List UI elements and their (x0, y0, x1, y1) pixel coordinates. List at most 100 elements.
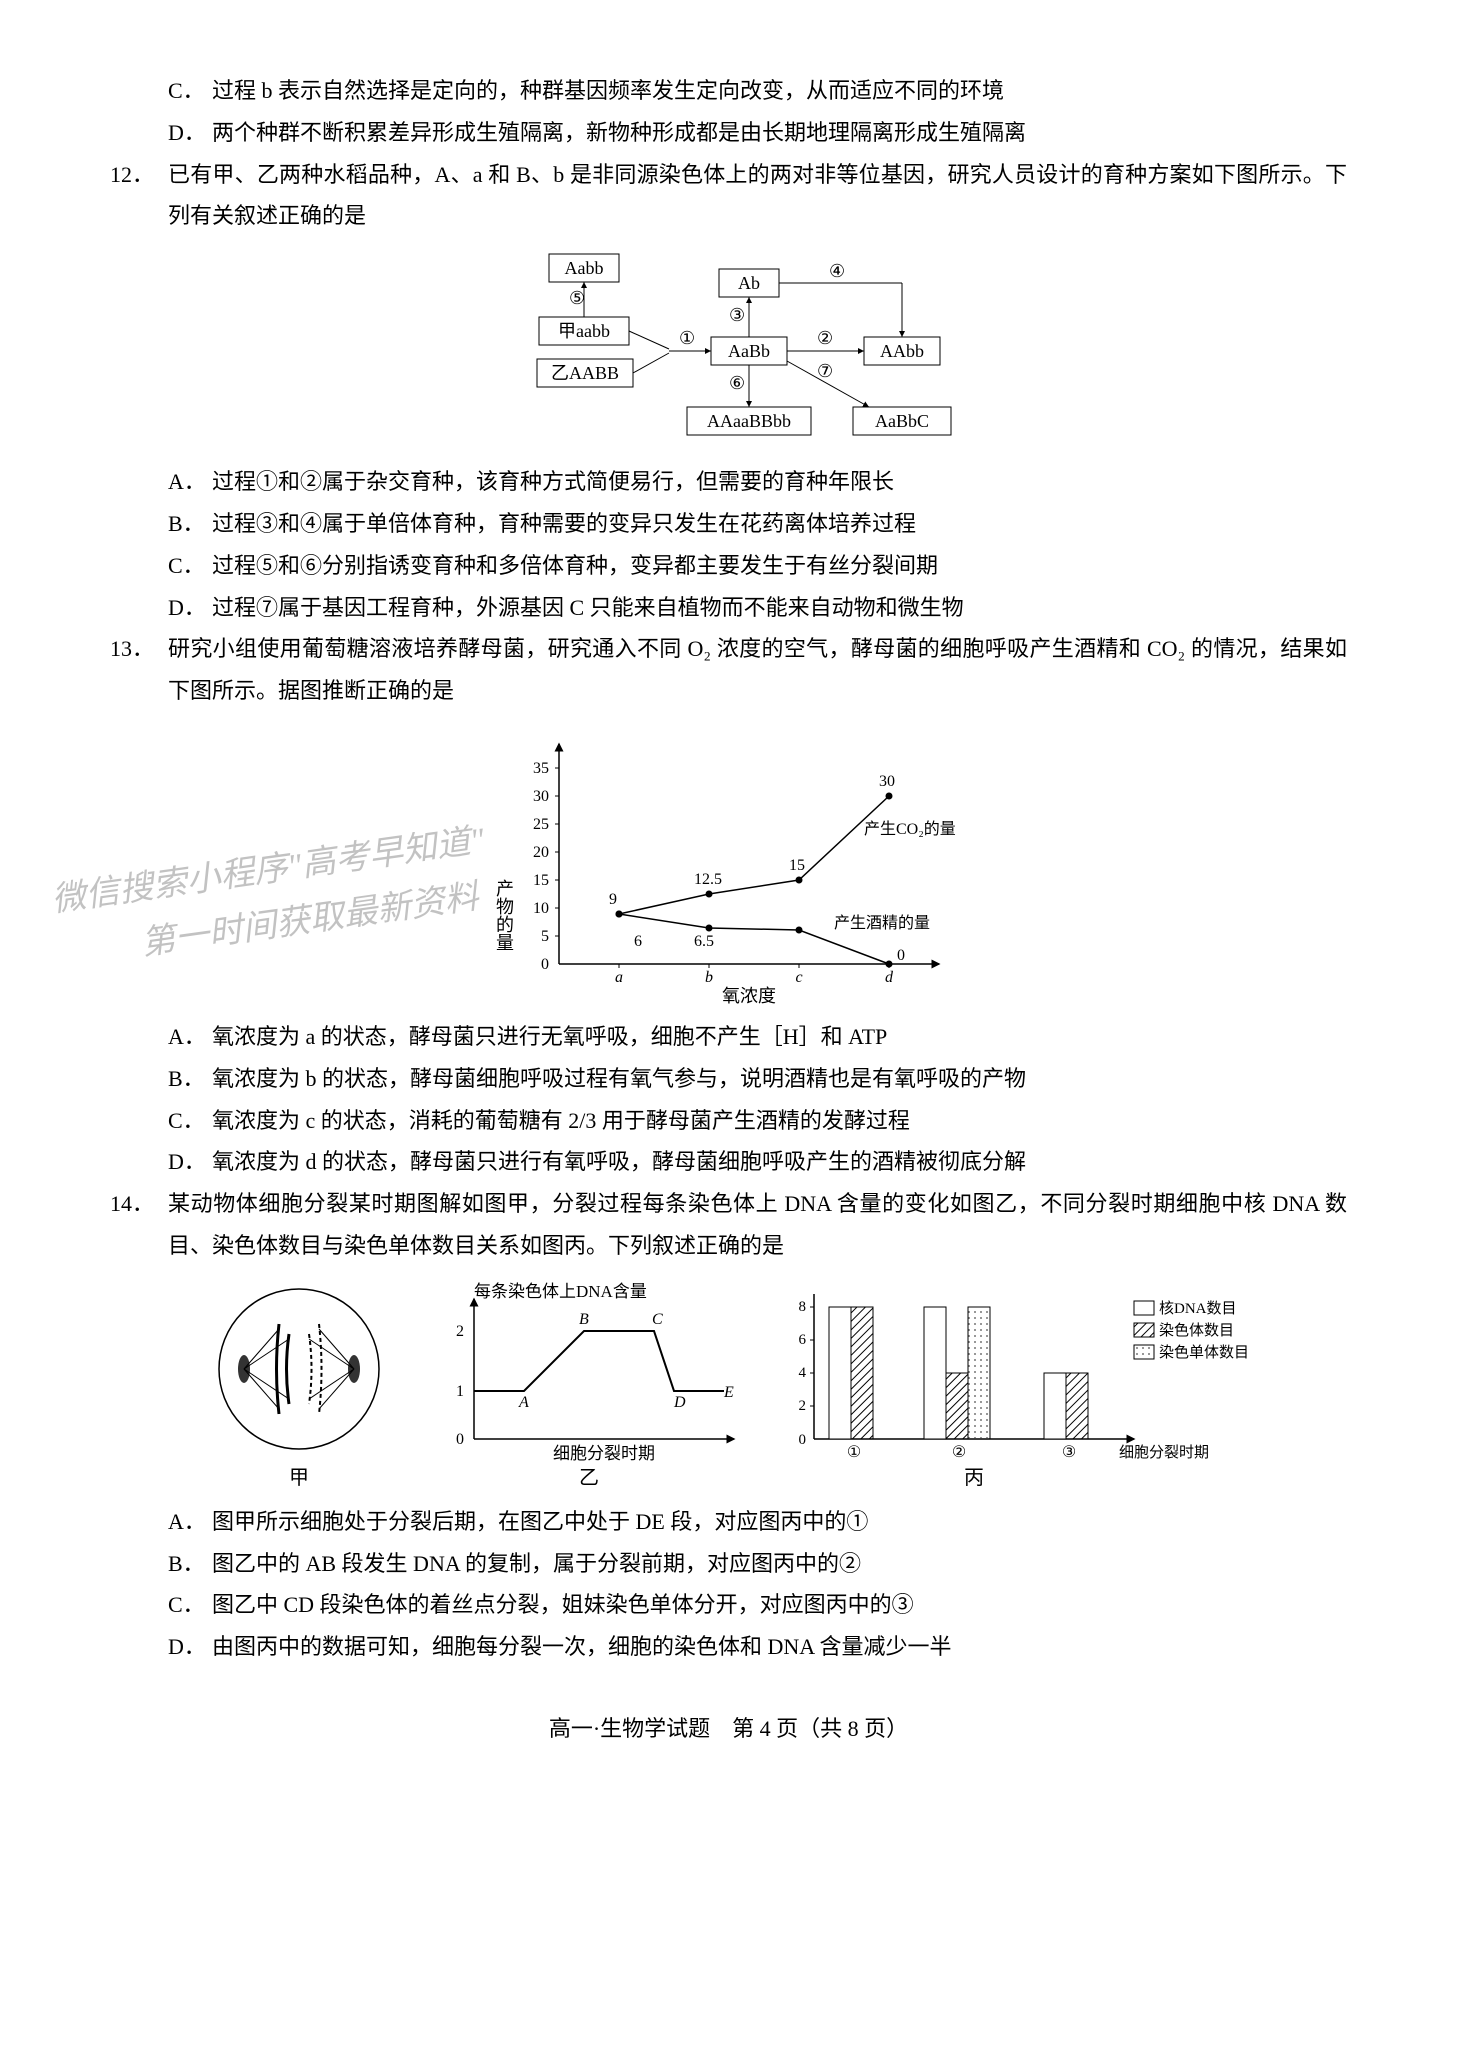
q11-option-d: D． 两个种群不断积累差异形成生殖隔离，新物种形成都是由长期地理隔离形成生殖隔离 (110, 112, 1347, 154)
svg-text:12.5: 12.5 (694, 871, 722, 888)
q12-option-c: C． 过程⑤和⑥分别指诱变育种和多倍体育种，变异都主要发生于有丝分裂间期 (110, 545, 1347, 587)
svg-text:10: 10 (533, 900, 549, 917)
label-5: ⑤ (569, 288, 585, 308)
opt-text: 两个种群不断积累差异形成生殖隔离，新物种形成都是由长期地理隔离形成生殖隔离 (212, 112, 1347, 154)
svg-text:②: ② (951, 1444, 965, 1461)
svg-text:25: 25 (533, 816, 549, 833)
q13: 13． 研究小组使用葡萄糖溶液培养酵母菌，研究通入不同 O₂ 浓度的空气，酵母菌… (110, 628, 1347, 712)
label-7: ⑦ (817, 361, 833, 381)
box-AAbb: AAbb (880, 341, 924, 361)
svg-text:D: D (673, 1394, 686, 1411)
opt-letter: C． (168, 70, 212, 112)
q-num: 14． (110, 1183, 168, 1267)
alcohol-label: 产生酒精的量 (834, 914, 930, 932)
svg-text:6: 6 (634, 933, 642, 950)
page-footer: 高一·生物学试题 第 4 页（共 8 页） (110, 1708, 1347, 1750)
svg-text:C: C (652, 1311, 663, 1328)
svg-text:1: 1 (456, 1383, 464, 1400)
opt-text: 氧浓度为 d 的状态，酵母菌只进行有氧呼吸，酵母菌细胞呼吸产生的酒精被彻底分解 (212, 1141, 1347, 1183)
opt-text: 过程 b 表示自然选择是定向的，种群基因频率发生定向改变，从而适应不同的环境 (212, 70, 1347, 112)
q-stem: 某动物体细胞分裂某时期图解如图甲，分裂过程每条染色体上 DNA 含量的变化如图乙… (168, 1183, 1347, 1267)
box-AaBbC: AaBbC (875, 411, 929, 431)
box-Ab: Ab (738, 273, 760, 293)
svg-text:2: 2 (456, 1323, 464, 1340)
svg-text:①: ① (846, 1444, 860, 1461)
opt-letter: C． (168, 1100, 212, 1142)
q13-option-a: A． 氧浓度为 a 的状态，酵母菌只进行无氧呼吸，细胞不产生［H］和 ATP (110, 1016, 1347, 1058)
q-num: 12． (110, 154, 168, 238)
svg-text:0: 0 (798, 1432, 806, 1448)
box-yi-AABB: 乙AABB (550, 363, 618, 383)
label-1: ① (679, 328, 695, 348)
opt-text: 过程⑦属于基因工程育种，外源基因 C 只能来自植物而不能来自动物和微生物 (212, 587, 1347, 629)
opt-letter: B． (168, 1543, 212, 1585)
opt-text: 氧浓度为 c 的状态，消耗的葡萄糖有 2/3 用于酵母菌产生酒精的发酵过程 (212, 1100, 1347, 1142)
fig-jia-label: 甲 (289, 1467, 309, 1489)
watermark-1: 微信搜索小程序"高考早知道" (48, 809, 489, 934)
q13-option-c: C． 氧浓度为 c 的状态，消耗的葡萄糖有 2/3 用于酵母菌产生酒精的发酵过程 (110, 1100, 1347, 1142)
svg-text:0: 0 (456, 1431, 464, 1448)
opt-letter: D． (168, 1626, 212, 1668)
x-axis-label: 氧浓度 (722, 986, 776, 1004)
q14-option-a: A． 图甲所示细胞处于分裂后期，在图乙中处于 DE 段，对应图丙中的① (110, 1501, 1347, 1543)
label-2: ② (817, 328, 833, 348)
opt-letter: B． (168, 503, 212, 545)
fig-yi-title: 每条染色体上DNA含量 (474, 1282, 647, 1301)
box-AAaaBBbb: AAaaBBbb (707, 411, 791, 431)
opt-letter: B． (168, 1058, 212, 1100)
opt-text: 氧浓度为 b 的状态，酵母菌细胞呼吸过程有氧气参与，说明酒精也是有氧呼吸的产物 (212, 1058, 1347, 1100)
svg-text:6: 6 (798, 1332, 806, 1348)
svg-text:2: 2 (798, 1398, 806, 1414)
q12: 12． 已有甲、乙两种水稻品种，A、a 和 B、b 是非同源染色体上的两对非等位… (110, 154, 1347, 238)
opt-letter: C． (168, 545, 212, 587)
svg-text:b: b (705, 969, 713, 986)
watermark-2: 第一时间获取最新资料 (137, 866, 483, 977)
svg-text:d: d (885, 969, 894, 986)
fig-bing: 0 2 4 6 8 ① ② ③ 细胞分裂时期 核DNA数目 染色体数目 染色单体… (774, 1279, 1264, 1489)
svg-text:20: 20 (533, 844, 549, 861)
svg-text:30: 30 (879, 773, 895, 790)
svg-text:35: 35 (533, 760, 549, 777)
label-4: ④ (829, 261, 845, 281)
svg-text:E: E (723, 1384, 734, 1401)
fig-yi: 每条染色体上DNA含量 0 1 2 A B C D E 细胞分裂时期 乙 (424, 1279, 754, 1489)
svg-text:③: ③ (1061, 1444, 1075, 1461)
q-stem: 研究小组使用葡萄糖溶液培养酵母菌，研究通入不同 O₂ 浓度的空气，酵母菌的细胞呼… (168, 628, 1347, 712)
label-6: ⑥ (729, 373, 745, 393)
svg-text:a: a (615, 969, 623, 986)
q14-option-d: D． 由图丙中的数据可知，细胞每分裂一次，细胞的染色体和 DNA 含量减少一半 (110, 1626, 1347, 1668)
opt-text: 过程⑤和⑥分别指诱变育种和多倍体育种，变异都主要发生于有丝分裂间期 (212, 545, 1347, 587)
opt-text: 图乙中 CD 段染色体的着丝点分裂，姐妹染色单体分开，对应图丙中的③ (212, 1584, 1347, 1626)
q14-option-b: B． 图乙中的 AB 段发生 DNA 的复制，属于分裂前期，对应图丙中的② (110, 1543, 1347, 1585)
svg-text:15: 15 (789, 857, 805, 874)
q12-option-a: A． 过程①和②属于杂交育种，该育种方式简便易行，但需要的育种年限长 (110, 461, 1347, 503)
svg-text:9: 9 (609, 891, 617, 908)
q12-option-b: B． 过程③和④属于单倍体育种，育种需要的变异只发生在花药离体培养过程 (110, 503, 1347, 545)
fig-yi-xlabel: 细胞分裂时期 (553, 1444, 655, 1463)
box-jia-aabb: 甲aabb (558, 321, 610, 341)
co2-label: 产生CO₂的量 (864, 820, 956, 838)
svg-text:c: c (795, 969, 802, 986)
svg-text:15: 15 (533, 872, 549, 889)
svg-text:A: A (518, 1394, 529, 1411)
fig-jia: 甲 (194, 1279, 404, 1489)
svg-text:0: 0 (897, 947, 905, 964)
fig-bing-label: 丙 (964, 1467, 984, 1489)
q13-option-d: D． 氧浓度为 d 的状态，酵母菌只进行有氧呼吸，酵母菌细胞呼吸产生的酒精被彻底… (110, 1141, 1347, 1183)
legend-dna: 核DNA数目 (1159, 1300, 1237, 1317)
fig-bing-xlabel: 细胞分裂时期 (1119, 1444, 1209, 1461)
opt-text: 氧浓度为 a 的状态，酵母菌只进行无氧呼吸，细胞不产生［H］和 ATP (212, 1016, 1347, 1058)
q14: 14． 某动物体细胞分裂某时期图解如图甲，分裂过程每条染色体上 DNA 含量的变… (110, 1183, 1347, 1267)
q12-option-d: D． 过程⑦属于基因工程育种，外源基因 C 只能来自植物而不能来自动物和微生物 (110, 587, 1347, 629)
opt-text: 图甲所示细胞处于分裂后期，在图乙中处于 DE 段，对应图丙中的① (212, 1501, 1347, 1543)
box-aabb-top: Aabb (564, 258, 603, 278)
fig-yi-label: 乙 (579, 1467, 599, 1489)
opt-text: 过程①和②属于杂交育种，该育种方式简便易行，但需要的育种年限长 (212, 461, 1347, 503)
q14-option-c: C． 图乙中 CD 段染色体的着丝点分裂，姐妹染色单体分开，对应图丙中的③ (110, 1584, 1347, 1626)
opt-text: 图乙中的 AB 段发生 DNA 的复制，属于分裂前期，对应图丙中的② (212, 1543, 1347, 1585)
q-stem: 已有甲、乙两种水稻品种，A、a 和 B、b 是非同源染色体上的两对非等位基因，研… (168, 154, 1347, 238)
opt-letter: A． (168, 1501, 212, 1543)
opt-letter: A． (168, 461, 212, 503)
svg-text:6.5: 6.5 (694, 933, 714, 950)
svg-text:8: 8 (798, 1299, 806, 1315)
